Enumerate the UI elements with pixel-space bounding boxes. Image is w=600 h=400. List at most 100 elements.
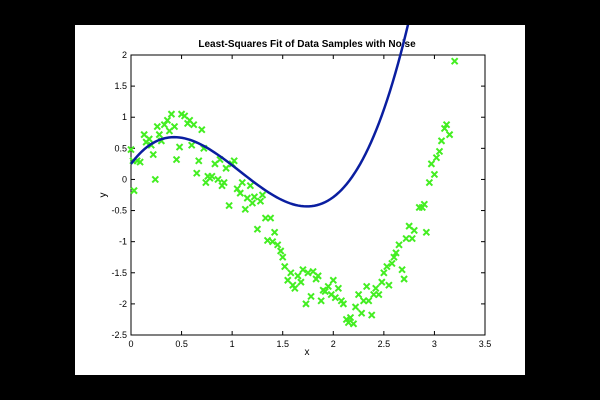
data-point-marker	[390, 253, 398, 261]
x-tick-label: 0	[128, 339, 133, 349]
data-point-marker	[329, 276, 337, 284]
data-point-marker	[291, 284, 299, 293]
data-point-marker	[304, 269, 312, 277]
data-point-marker	[250, 193, 259, 201]
data-point-marker	[153, 122, 162, 131]
data-point-marker	[270, 228, 279, 237]
data-point-marker	[331, 293, 340, 302]
data-point-marker	[307, 292, 315, 301]
data-point-marker	[195, 157, 203, 165]
data-point-marker	[258, 191, 267, 199]
data-point-marker	[388, 259, 396, 268]
y-tick-label: -1.5	[111, 268, 127, 278]
data-point-marker	[281, 262, 289, 271]
data-point-marker	[214, 175, 222, 184]
data-point-marker	[302, 300, 310, 308]
fit-curve	[130, 25, 410, 208]
y-axis-label: y	[98, 193, 109, 198]
x-tick-label: 3	[432, 339, 437, 349]
chart-title: Least-Squares Fit of Data Samples with N…	[198, 39, 416, 50]
data-point-marker	[127, 145, 135, 154]
data-point-marker	[445, 130, 454, 139]
data-point-marker	[427, 160, 436, 168]
data-point-marker	[130, 186, 138, 195]
data-point-marker	[378, 278, 386, 286]
y-tick-label: -2.5	[111, 330, 127, 340]
data-point-marker	[175, 143, 184, 151]
data-point-marker	[422, 228, 431, 237]
x-tick-label: 2	[331, 339, 336, 349]
data-point-marker	[253, 225, 262, 233]
data-point-marker	[238, 178, 246, 187]
data-point-marker	[344, 318, 353, 327]
data-point-marker	[432, 153, 441, 162]
data-point-marker	[408, 234, 416, 243]
data-point-marker	[246, 181, 255, 190]
data-point-marker	[294, 272, 302, 280]
data-point-marker	[208, 172, 216, 181]
data-point-marker	[400, 275, 408, 283]
data-point-marker	[375, 290, 383, 299]
data-point-marker	[266, 214, 275, 222]
data-point-marker	[368, 311, 376, 319]
data-point-marker	[362, 282, 371, 291]
data-point-marker	[220, 178, 228, 187]
figure-panel: Least-Squares Fit of Data Samples with N…	[75, 25, 525, 375]
y-tick-label: 1	[122, 112, 127, 122]
data-point-marker	[314, 272, 322, 280]
data-point-marker	[236, 189, 244, 197]
data-point-marker	[435, 147, 444, 156]
data-point-marker	[287, 269, 295, 277]
data-point-marker	[276, 247, 285, 255]
data-point-marker	[297, 278, 305, 286]
x-tick-label: 0.5	[175, 339, 188, 349]
data-point-marker	[357, 309, 366, 317]
data-point-marker	[317, 297, 325, 305]
data-point-marker	[395, 241, 403, 249]
data-point-marker	[190, 120, 198, 129]
data-point-marker	[198, 125, 206, 134]
data-point-marker	[172, 155, 181, 164]
data-point-marker	[442, 120, 451, 129]
y-tick-label: -1	[119, 237, 127, 247]
data-point-marker	[225, 201, 233, 210]
data-point-marker	[351, 303, 360, 311]
data-point-marker	[163, 116, 172, 125]
data-point-marker	[187, 141, 196, 149]
y-tick-label: 0	[122, 174, 127, 184]
data-point-marker	[339, 300, 348, 308]
data-point-marker	[149, 150, 157, 159]
data-point-marker	[136, 158, 144, 166]
y-tick-label: 1.5	[114, 81, 127, 91]
data-point-marker	[279, 253, 287, 261]
x-tick-label: 1.5	[276, 339, 289, 349]
x-tick-label: 1	[230, 339, 235, 349]
y-tick-label: 2	[122, 50, 127, 60]
data-point-marker	[425, 178, 434, 187]
x-tick-label: 2.5	[378, 339, 391, 349]
data-point-marker	[155, 130, 164, 139]
data-point-marker	[151, 175, 159, 184]
data-point-marker	[354, 290, 363, 299]
data-point-marker	[222, 164, 230, 172]
data-point-marker	[385, 281, 393, 289]
y-tick-label: 0.5	[114, 143, 127, 153]
data-point-marker	[364, 297, 373, 305]
data-point-marker	[410, 226, 418, 235]
data-point-marker	[248, 199, 257, 207]
data-point-marker	[268, 237, 277, 246]
data-point-marker	[193, 169, 201, 177]
data-point-marker	[273, 241, 282, 249]
data-point-marker	[450, 57, 459, 65]
data-point-marker	[263, 236, 272, 245]
data-point-marker	[398, 265, 406, 274]
data-point-marker	[145, 135, 153, 143]
data-point-marker	[241, 205, 249, 214]
y-tick-label: -2	[119, 299, 127, 309]
x-axis-label: x	[305, 347, 310, 358]
data-point-marker	[346, 313, 355, 322]
data-point-marker	[437, 137, 446, 145]
data-point-marker	[167, 110, 176, 118]
data-point-marker	[402, 234, 410, 243]
chart: Least-Squares Fit of Data Samples with N…	[98, 25, 491, 358]
